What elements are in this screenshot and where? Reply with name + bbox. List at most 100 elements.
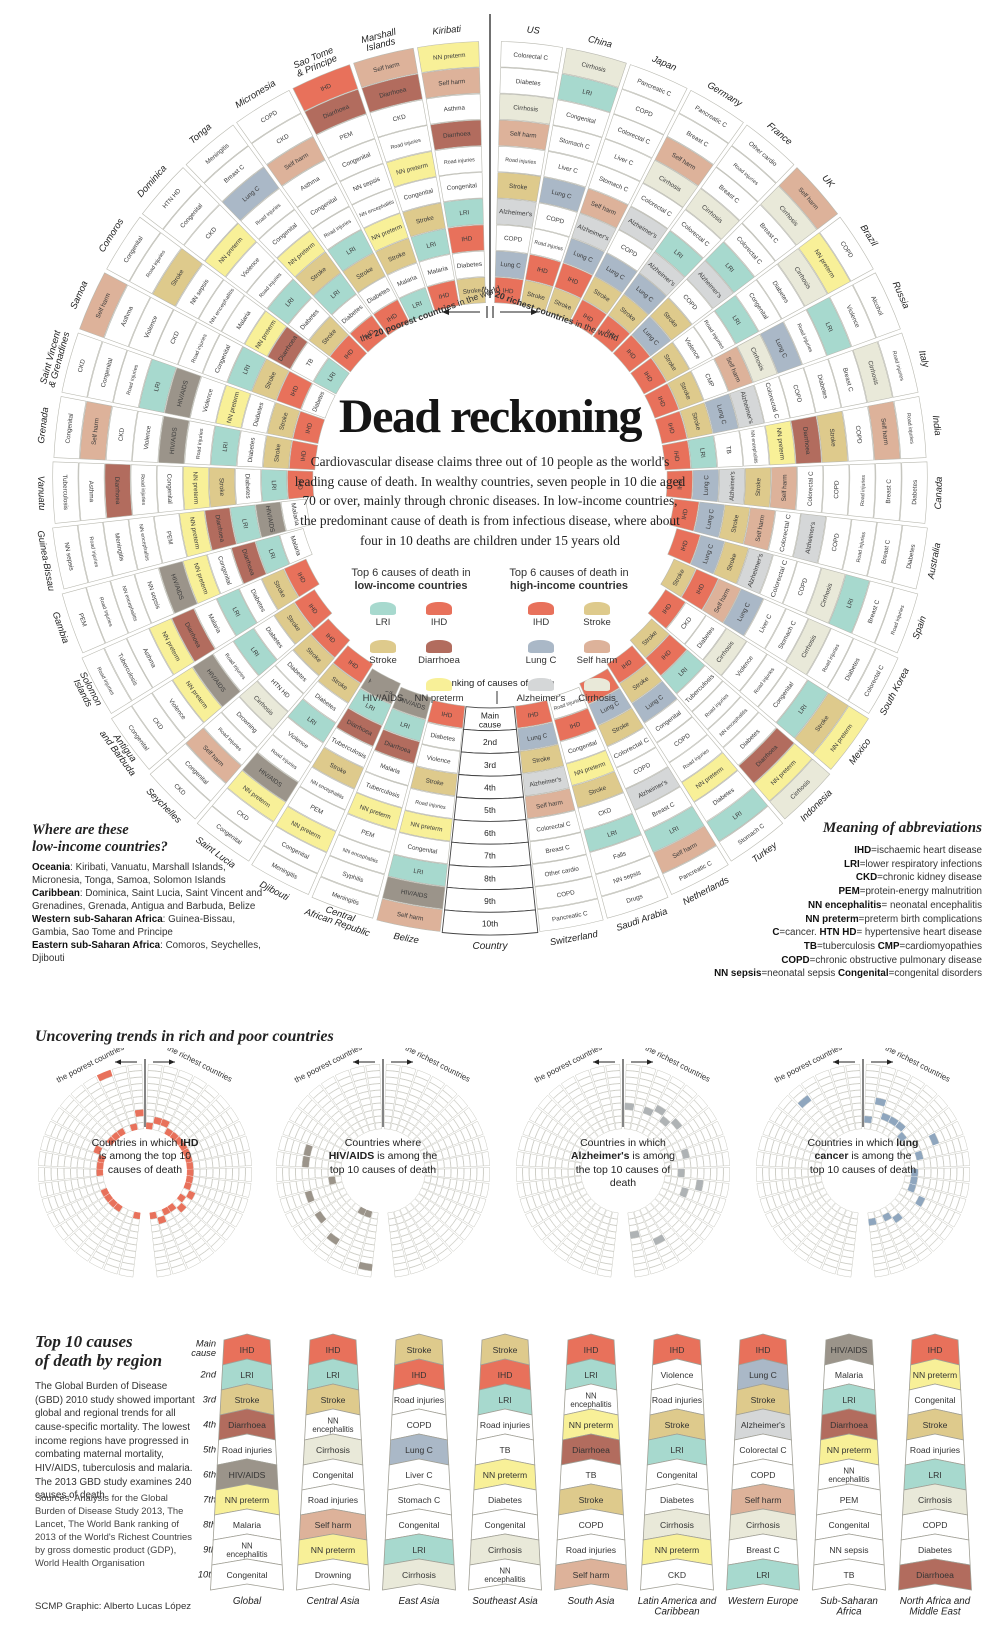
trend-cell (711, 1120, 724, 1137)
trend-cell (596, 1227, 608, 1237)
trend-cell (95, 1245, 110, 1258)
trend-cell (659, 1196, 670, 1207)
trend-cell (937, 1192, 948, 1206)
trend-cell (109, 1223, 121, 1234)
trend-cell (795, 1158, 803, 1169)
trend-cell (151, 1230, 162, 1239)
trend-cell (776, 1180, 785, 1194)
trend-cell (689, 1099, 703, 1115)
trend-cell (522, 1167, 530, 1182)
cause-cell-label: CKD (169, 330, 181, 345)
trend-cell (362, 1243, 375, 1252)
trend-cell (94, 1190, 104, 1201)
trend-cell (564, 1081, 580, 1095)
trend-cell (398, 1078, 413, 1088)
cause-cell (225, 241, 276, 294)
trend-cell (628, 1224, 639, 1233)
cause-cell (693, 770, 753, 822)
trend-cell (219, 1168, 227, 1180)
cause-cell (198, 279, 245, 332)
trend-cell (722, 1167, 731, 1182)
trend-cell (102, 1234, 116, 1246)
trend-cell (691, 1190, 702, 1203)
rank-label: 8th (203, 1520, 216, 1530)
trend-cell (543, 1217, 557, 1233)
trend-cell (239, 1135, 250, 1152)
region-cause-label: COPD (579, 1520, 604, 1530)
cause-cell (690, 534, 725, 575)
trend-cell (131, 1217, 140, 1226)
cause-cell-label: IHD (677, 478, 684, 490)
trend-cell (73, 1122, 86, 1136)
cause-cell-label: LRI (668, 825, 680, 836)
trend-cell (782, 1237, 798, 1252)
abbreviation-line: NN encephalitis= neonatal encephalitis (808, 899, 982, 911)
cause-cell-label: LRI (459, 209, 470, 217)
trend-cell (64, 1155, 72, 1168)
trends-heading: Uncovering trends in rich and poor count… (35, 1028, 334, 1045)
trend-cell (462, 1154, 471, 1168)
trend-cell (814, 1222, 827, 1235)
country-label: Tonga (187, 121, 214, 146)
trend-cell (306, 1132, 318, 1146)
trend-cell (792, 1135, 804, 1148)
trend-cell-highlighted (797, 1095, 812, 1109)
trend-cell (636, 1091, 649, 1101)
trend-cell (864, 1109, 874, 1117)
trend-cell (576, 1181, 585, 1191)
region-towers: Main cause2nd3rd4th5th6th7th8th9th10thIHD… (191, 1333, 972, 1618)
trend-cell (563, 1185, 573, 1196)
trend-cell (44, 1167, 52, 1182)
trend-cell (786, 1118, 799, 1133)
trend-cell (690, 1168, 698, 1179)
cause-cell-label: Congenital (447, 182, 478, 192)
trend-cell (536, 1180, 545, 1194)
trend-cell (85, 1118, 98, 1130)
trend-cell (436, 1247, 453, 1262)
trend-cell (534, 1126, 546, 1142)
trend-cell (940, 1126, 952, 1142)
trend-cell (819, 1131, 829, 1142)
trend-cell (891, 1126, 902, 1137)
trend-cell (44, 1120, 57, 1137)
cause-cell (425, 93, 482, 125)
cause-cell (522, 766, 570, 797)
trend-cell (308, 1178, 318, 1190)
trend-cell (113, 1239, 126, 1250)
trend-cell (128, 1230, 139, 1239)
trend-cell (392, 1255, 407, 1265)
cause-cell (287, 297, 331, 341)
trend-cell (66, 1190, 77, 1203)
trend-cell (557, 1126, 569, 1139)
trend-cell (123, 1104, 135, 1113)
country-label: China (587, 33, 613, 50)
trend-cell (601, 1104, 613, 1113)
trend-cell (778, 1192, 789, 1206)
wheel-column-australia: IHD Lung C Stroke Self harm Colorectal C Alzh… (669, 498, 942, 590)
trend-cell (710, 1167, 718, 1181)
cause-cell-label: LRI (698, 448, 706, 459)
trend-cell (950, 1167, 958, 1181)
trend-cell (865, 1070, 880, 1079)
trend-cell (384, 1122, 392, 1130)
cause-cell (105, 405, 138, 462)
trend-cell (131, 1089, 144, 1098)
trend-cell (814, 1175, 823, 1184)
cause-cell (848, 648, 899, 714)
trend-cell (783, 1217, 797, 1233)
trend-cell (207, 1188, 217, 1201)
cause-cell (404, 788, 456, 819)
ranking-label: 7th (484, 851, 496, 861)
cause-cell-label: LRI (582, 88, 593, 97)
cause-cell (222, 166, 280, 221)
trend-cell (94, 1093, 108, 1106)
trend-cell (408, 1116, 419, 1127)
trend-cell (951, 1120, 964, 1137)
trend-cell (925, 1188, 935, 1201)
trend-cell-highlighted (132, 1211, 141, 1220)
cause-cell (678, 89, 744, 144)
trend-cell (358, 1118, 368, 1128)
